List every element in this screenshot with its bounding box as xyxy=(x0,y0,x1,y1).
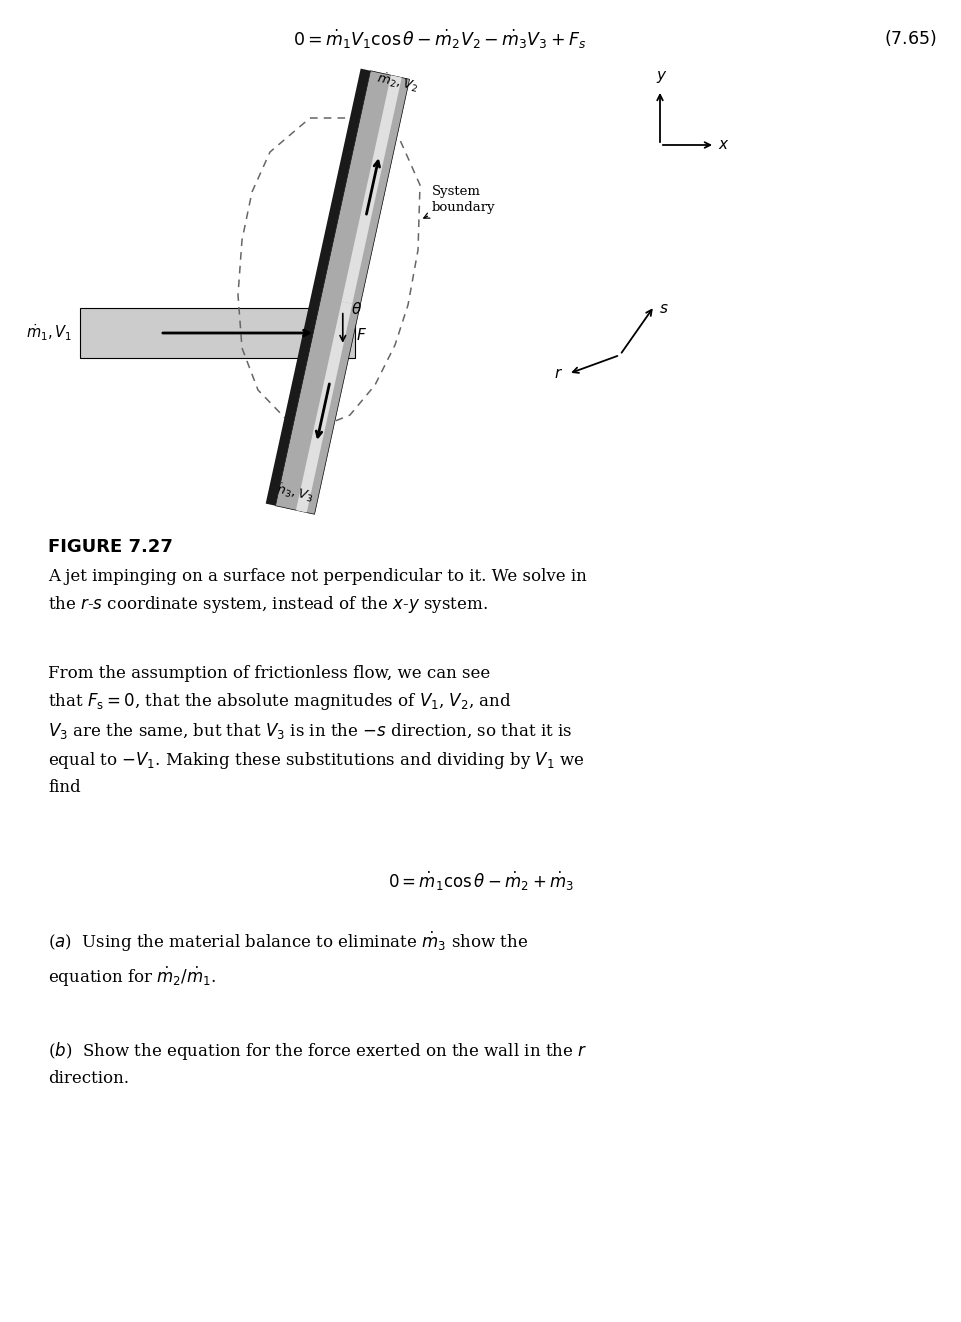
Text: $F$: $F$ xyxy=(356,328,366,344)
Text: $(7.65)$: $(7.65)$ xyxy=(883,28,935,48)
Text: $\dot{m}_3, V_3$: $\dot{m}_3, V_3$ xyxy=(270,480,315,505)
Text: System
boundary: System boundary xyxy=(431,185,495,214)
Text: $\dot{m}_2, V_2$: $\dot{m}_2, V_2$ xyxy=(375,70,420,95)
Text: $r$: $r$ xyxy=(554,366,563,381)
Polygon shape xyxy=(265,69,370,506)
Text: $\theta$: $\theta$ xyxy=(351,301,361,317)
Text: ($a$)  Using the material balance to eliminate $\dot{m}_3$ show the
equation for: ($a$) Using the material balance to elim… xyxy=(48,929,528,989)
Text: FIGURE 7.27: FIGURE 7.27 xyxy=(48,538,173,557)
Text: $s$: $s$ xyxy=(658,301,668,316)
Text: $\dot{m}_1, V_1$: $\dot{m}_1, V_1$ xyxy=(26,323,72,344)
Text: $0 = \dot{m}_1\cos\theta - \dot{m}_2 + \dot{m}_3$: $0 = \dot{m}_1\cos\theta - \dot{m}_2 + \… xyxy=(387,870,574,894)
Text: $y$: $y$ xyxy=(655,69,667,85)
Text: $0 = \dot{m}_1 V_1\cos\theta - \dot{m}_2 V_2 - \dot{m}_3 V_3 + F_s$: $0 = \dot{m}_1 V_1\cos\theta - \dot{m}_2… xyxy=(293,28,586,52)
Text: $x$: $x$ xyxy=(717,137,728,152)
Text: A jet impinging on a surface not perpendicular to it. We solve in
the $r$-$s$ co: A jet impinging on a surface not perpend… xyxy=(48,568,586,615)
Text: From the assumption of frictionless flow, we can see
that $F_{\rm s} = 0$, that : From the assumption of frictionless flow… xyxy=(48,665,584,796)
Polygon shape xyxy=(275,71,409,514)
Polygon shape xyxy=(80,308,355,358)
Text: ($b$)  Show the equation for the force exerted on the wall in the $r$
direction.: ($b$) Show the equation for the force ex… xyxy=(48,1040,587,1087)
Polygon shape xyxy=(296,301,352,513)
Polygon shape xyxy=(341,75,402,304)
